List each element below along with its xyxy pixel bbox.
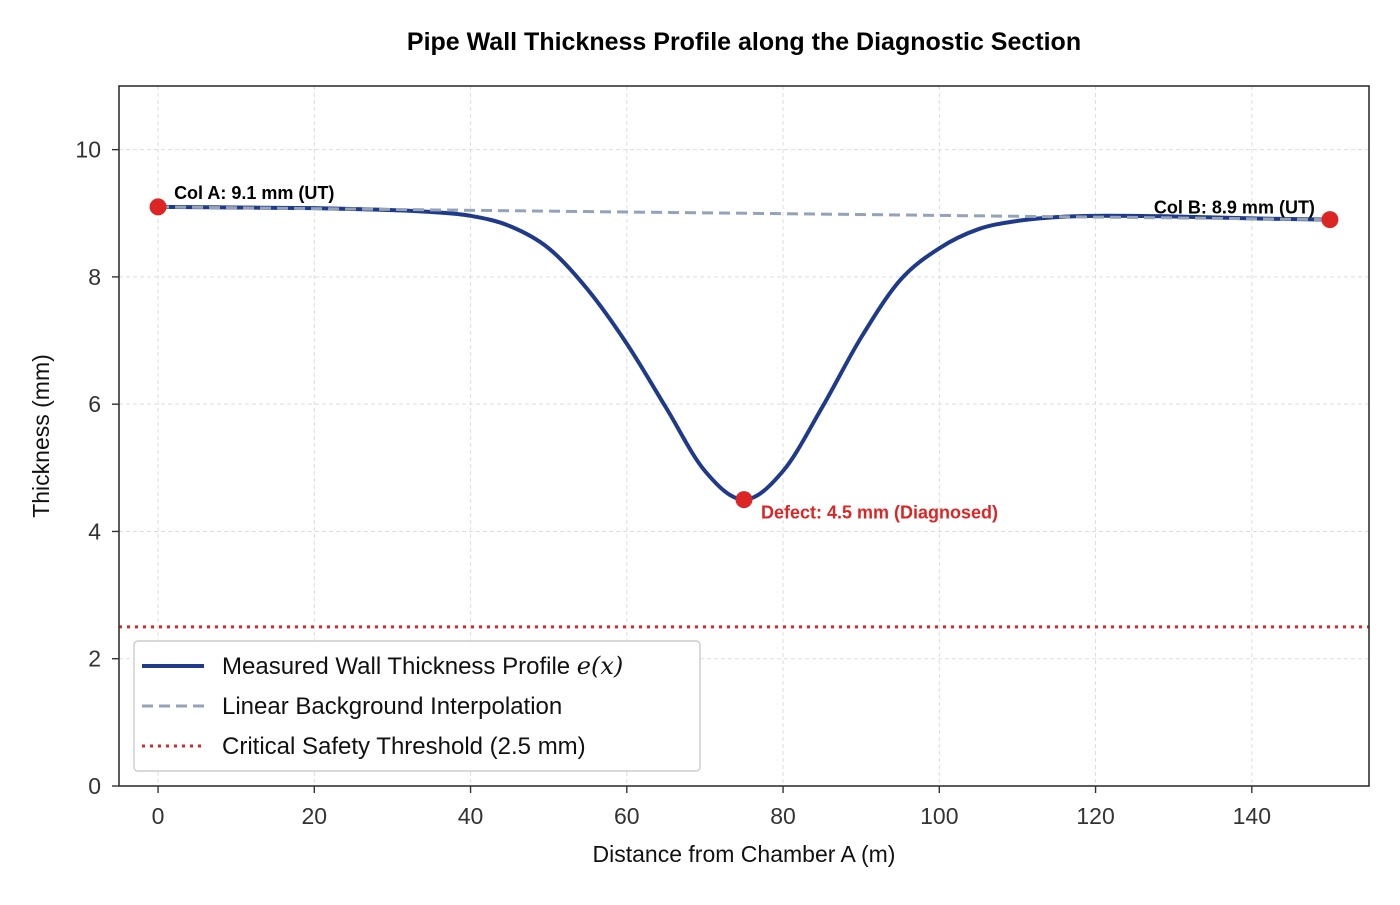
y-tick-label: 2	[88, 646, 101, 672]
x-tick-label: 20	[302, 803, 328, 829]
x-tick-label: 40	[458, 803, 484, 829]
col-a-point	[149, 198, 167, 216]
interpolation-line	[158, 205, 1330, 222]
chart-title: Pipe Wall Thickness Profile along the Di…	[407, 28, 1081, 56]
x-axis-ticks: 0 20 40 60 80 100 120 140	[152, 786, 1271, 829]
y-tick-label: 6	[88, 391, 101, 417]
x-tick-label: 120	[1076, 803, 1114, 829]
legend-label-profile: Measured Wall Thickness Profile e(x)	[222, 652, 623, 680]
defect-annotation: Defect: 4.5 mm (Diagnosed)	[761, 503, 998, 523]
y-axis-label: Thickness (mm)	[28, 354, 54, 518]
point-layer: Col A: 9.1 mm (UT) Defect: 4.5 mm (Diagno…	[149, 183, 1339, 523]
legend-box	[133, 640, 701, 772]
legend-label-interpolation: Linear Background Interpolation	[222, 693, 562, 720]
legend: Measured Wall Thickness Profile e(x) Lin…	[133, 640, 701, 772]
col-b-point	[1321, 211, 1339, 229]
x-tick-label: 80	[770, 803, 796, 829]
col-b-annotation: Col B: 8.9 mm (UT)	[1154, 198, 1315, 218]
y-tick-label: 8	[88, 264, 101, 290]
x-axis-label: Distance from Chamber A (m)	[593, 841, 896, 867]
x-tick-label: 0	[152, 803, 165, 829]
y-tick-label: 4	[88, 518, 101, 544]
y-tick-label: 10	[75, 137, 101, 163]
x-tick-label: 140	[1233, 803, 1271, 829]
legend-label-profile-text: Measured Wall Thickness Profile	[222, 653, 577, 680]
profile-line	[156, 204, 1332, 502]
legend-label-threshold: Critical Safety Threshold (2.5 mm)	[222, 733, 586, 760]
x-tick-label: 100	[920, 803, 958, 829]
y-axis-ticks: 0 2 4 6 8 10	[75, 137, 119, 799]
plot-frame	[118, 85, 1370, 787]
series-layer	[156, 204, 1332, 502]
col-a-annotation: Col A: 9.1 mm (UT)	[174, 183, 334, 203]
y-tick-label: 0	[88, 773, 101, 799]
defect-point	[735, 491, 753, 509]
legend-label-profile-math: e(x)	[577, 652, 623, 680]
x-tick-label: 60	[614, 803, 640, 829]
